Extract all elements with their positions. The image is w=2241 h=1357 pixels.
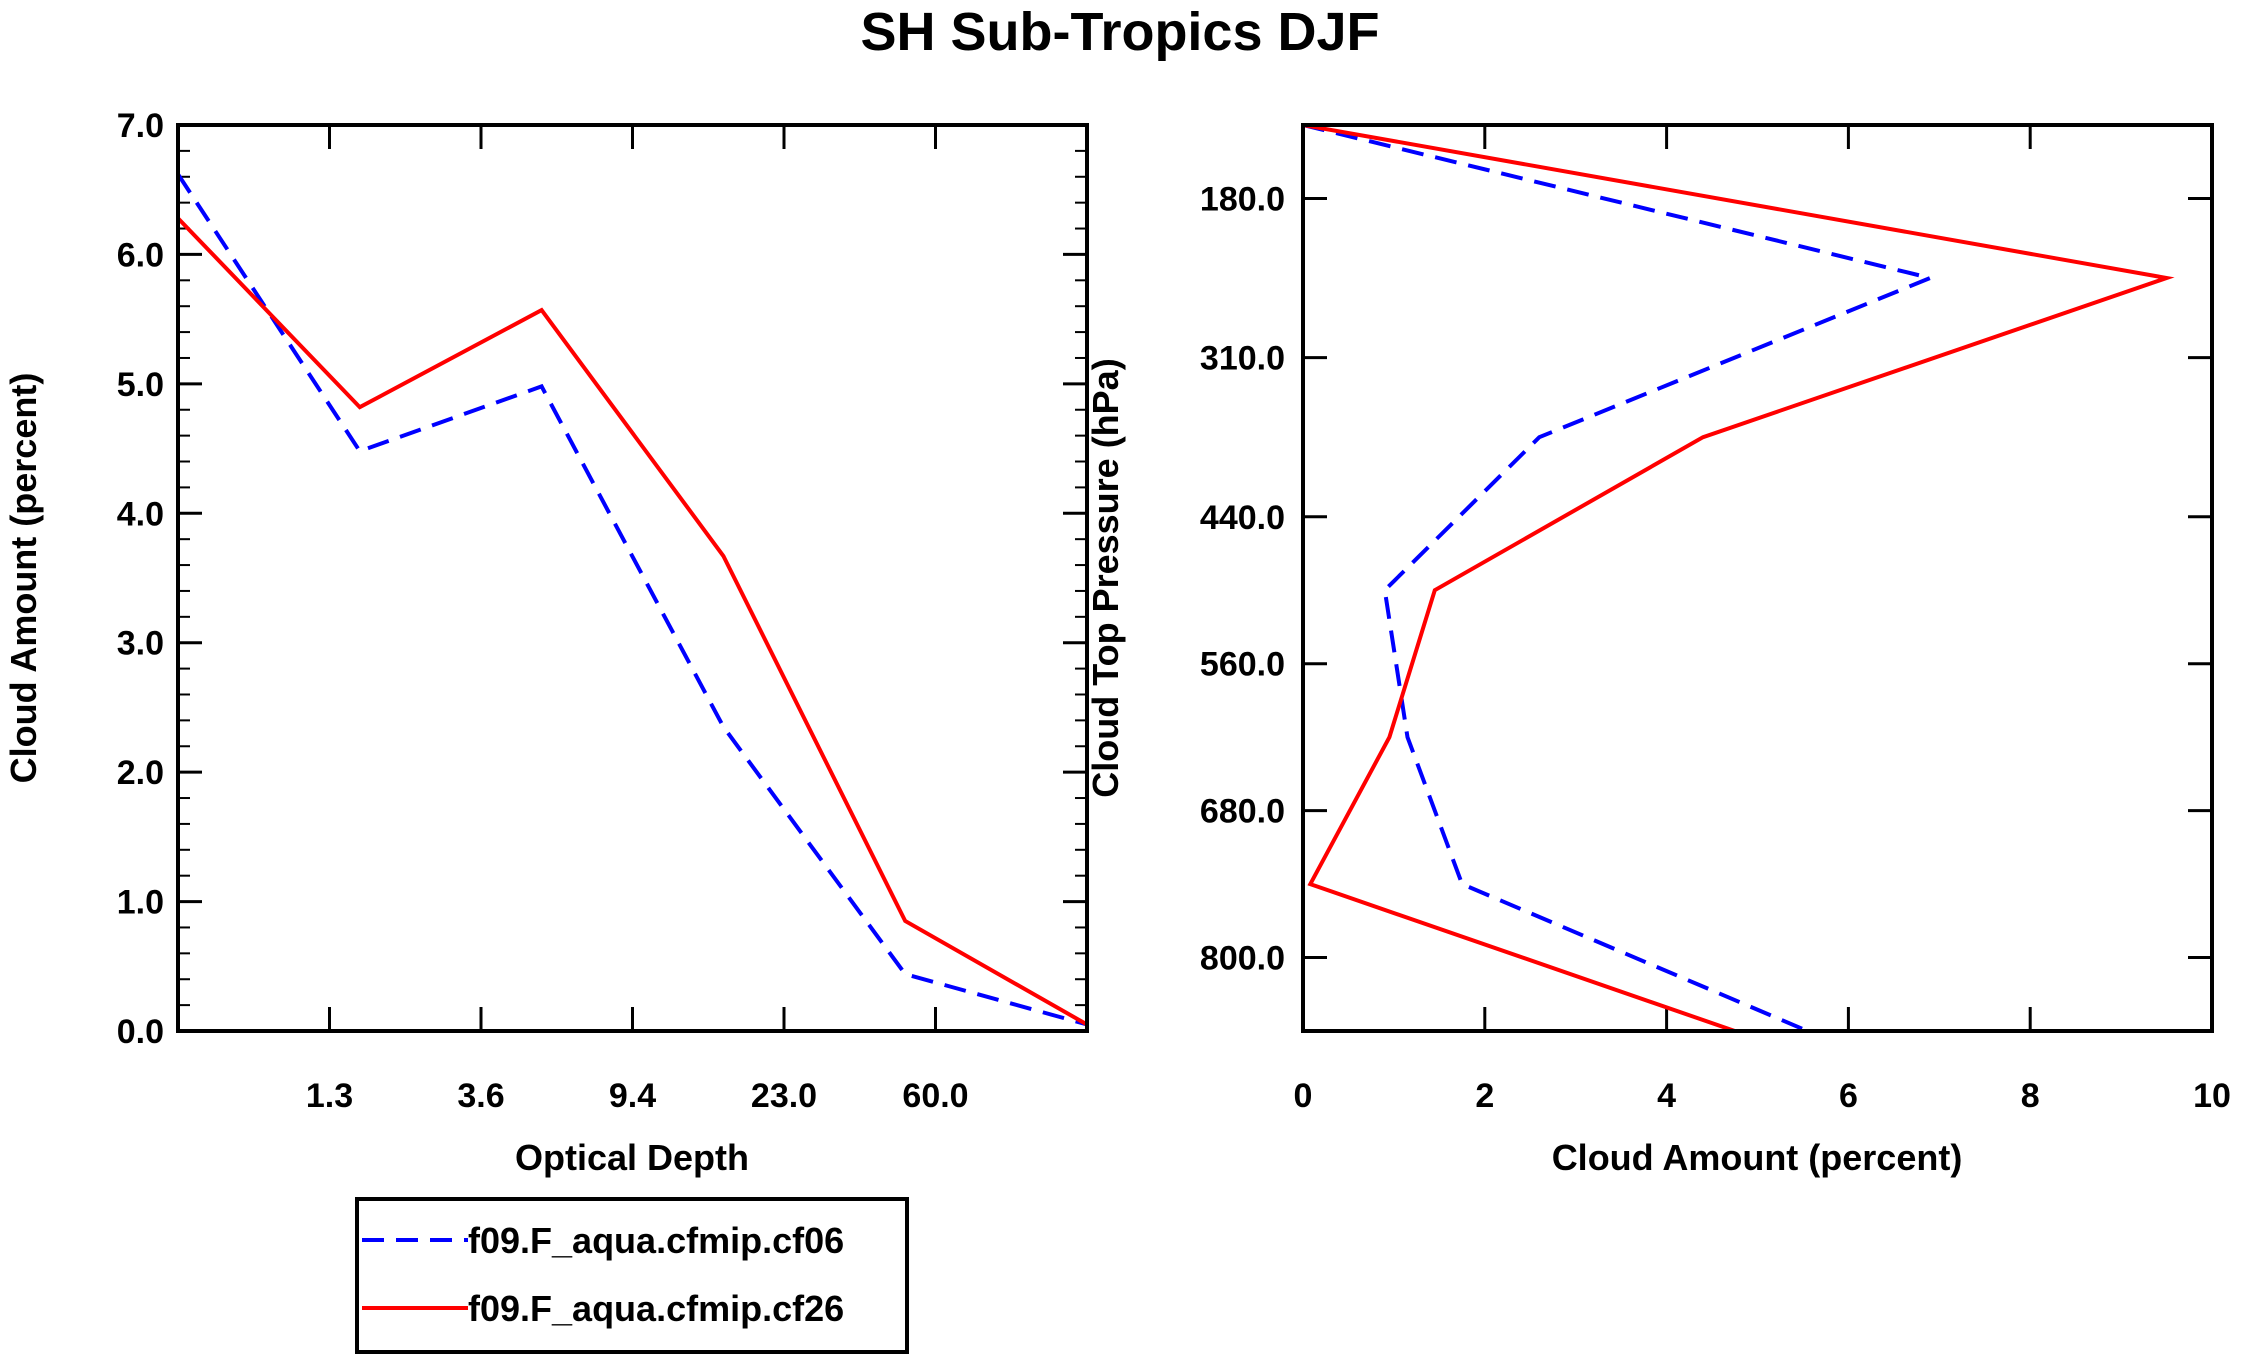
left-y-tick-label: 1.0 xyxy=(117,884,164,922)
right-x-axis-label: Cloud Amount (percent) xyxy=(1552,1137,1963,1178)
legend-box xyxy=(355,1197,909,1354)
legend: f09.F_aqua.cfmip.cf06 f09.F_aqua.cfmip.c… xyxy=(355,1197,909,1354)
left-y-tick-label: 7.0 xyxy=(117,107,164,145)
left-y-tick-label: 4.0 xyxy=(117,495,164,533)
left-x-tick-label: 23.0 xyxy=(751,1077,817,1115)
right-plot-frame xyxy=(1301,123,2214,1033)
left-x-axis-label: Optical Depth xyxy=(515,1137,749,1178)
right-x-tick-label: 6 xyxy=(1839,1077,1858,1115)
right-y-tick-label: 560.0 xyxy=(1200,646,1285,684)
right-y-tick-label: 680.0 xyxy=(1200,793,1285,831)
left-x-tick-label: 9.4 xyxy=(609,1077,656,1115)
left-series xyxy=(176,173,1088,1027)
left-series-line-f09.F_aqua.cfmip.cf06 xyxy=(176,173,1088,1027)
left-y-tick-label: 3.0 xyxy=(117,625,164,663)
right-x-tick-label: 10 xyxy=(2193,1077,2231,1115)
right-panel-pressure: 0 2 4 6 8 10 180.0 310.0 440.0 560.0 680.0 800.0 C… xyxy=(1085,123,2231,1178)
left-x-tick-label: 60.0 xyxy=(902,1077,968,1115)
right-x-tick-label: 2 xyxy=(1475,1077,1494,1115)
left-y-axis-label: Cloud Amount (percent) xyxy=(3,373,44,784)
right-y-tick-label: 440.0 xyxy=(1200,499,1285,537)
right-y-tick-label: 180.0 xyxy=(1200,180,1285,218)
legend-label-cf26: f09.F_aqua.cfmip.cf26 xyxy=(468,1288,844,1329)
right-y-axis-label: Cloud Top Pressure (hPa) xyxy=(1085,358,1126,797)
right-series xyxy=(1302,123,2175,1033)
left-plot-frame xyxy=(176,123,1089,1033)
right-y-tick-label: 310.0 xyxy=(1200,340,1285,378)
right-y-tick-labels: 180.0 310.0 440.0 560.0 680.0 800.0 xyxy=(1200,180,1285,977)
right-series-line-f09.F_aqua.cfmip.cf06 xyxy=(1302,123,1937,1033)
left-major-ticks xyxy=(178,123,1087,1033)
right-major-ticks xyxy=(1301,125,2214,1031)
left-y-tick-label: 5.0 xyxy=(117,366,164,404)
left-x-tick-labels: 1.3 3.6 9.4 23.0 60.0 xyxy=(306,1077,969,1115)
right-x-tick-labels: 0 2 4 6 8 10 xyxy=(1294,1077,2231,1115)
right-x-tick-label: 4 xyxy=(1657,1077,1676,1115)
right-x-tick-label: 0 xyxy=(1294,1077,1313,1115)
legend-label-cf06: f09.F_aqua.cfmip.cf06 xyxy=(468,1220,844,1261)
left-y-tick-label: 2.0 xyxy=(117,754,164,792)
left-series-line-f09.F_aqua.cfmip.cf26 xyxy=(176,216,1088,1027)
left-panel-optical-depth: 1.3 3.6 9.4 23.0 60.0 0.0 1.0 2.0 3.0 4.0 5.0 6.0 7… xyxy=(3,107,1089,1178)
left-minor-ticks xyxy=(178,124,1087,1032)
left-x-tick-label: 3.6 xyxy=(457,1077,504,1115)
right-y-tick-label: 800.0 xyxy=(1200,940,1285,978)
chart-title: SH Sub-Tropics DJF xyxy=(860,2,1379,62)
right-series-line-f09.F_aqua.cfmip.cf26 xyxy=(1302,123,2175,1033)
left-x-tick-label: 1.3 xyxy=(306,1077,353,1115)
right-x-tick-label: 8 xyxy=(2021,1077,2040,1115)
left-y-tick-label: 6.0 xyxy=(117,236,164,274)
left-y-tick-label: 0.0 xyxy=(117,1013,164,1051)
left-y-tick-labels: 0.0 1.0 2.0 3.0 4.0 5.0 6.0 7.0 xyxy=(117,107,164,1051)
